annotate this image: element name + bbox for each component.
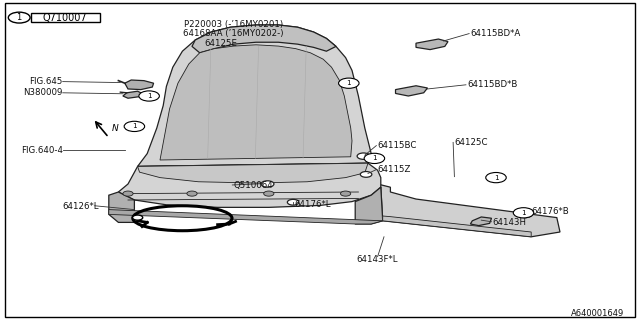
Polygon shape xyxy=(355,187,383,224)
Polygon shape xyxy=(123,91,142,98)
Polygon shape xyxy=(160,45,352,160)
Text: 64168AA (’16MY0202-): 64168AA (’16MY0202-) xyxy=(183,29,284,38)
Circle shape xyxy=(486,172,506,183)
Text: 64126*L: 64126*L xyxy=(63,202,99,211)
Text: 64115BD*A: 64115BD*A xyxy=(470,29,521,38)
Text: 64115BD*B: 64115BD*B xyxy=(467,80,518,89)
Text: FIG.645: FIG.645 xyxy=(29,77,63,86)
Circle shape xyxy=(339,78,359,88)
Text: 64176*B: 64176*B xyxy=(531,207,569,216)
Text: P220003 (-’16MY0201): P220003 (-’16MY0201) xyxy=(184,20,283,28)
Polygon shape xyxy=(118,163,381,207)
Polygon shape xyxy=(138,163,368,183)
Text: 64115Z: 64115Z xyxy=(378,165,411,174)
Circle shape xyxy=(357,153,370,159)
Polygon shape xyxy=(109,210,383,224)
Circle shape xyxy=(360,172,372,177)
Polygon shape xyxy=(339,182,560,237)
Text: N380009: N380009 xyxy=(23,88,63,97)
Text: 1: 1 xyxy=(521,210,526,216)
Polygon shape xyxy=(383,216,531,237)
Text: 1: 1 xyxy=(147,93,152,99)
Circle shape xyxy=(124,121,145,132)
Circle shape xyxy=(364,153,385,164)
Polygon shape xyxy=(416,39,448,50)
Circle shape xyxy=(340,191,351,196)
Polygon shape xyxy=(470,217,492,226)
Text: 64143F*L: 64143F*L xyxy=(357,255,398,264)
Circle shape xyxy=(264,191,274,196)
Polygon shape xyxy=(138,25,371,166)
Text: A640001649: A640001649 xyxy=(571,309,624,318)
FancyBboxPatch shape xyxy=(31,13,100,22)
Polygon shape xyxy=(396,86,428,96)
Circle shape xyxy=(261,181,274,187)
Circle shape xyxy=(513,208,534,218)
Text: 64115BC: 64115BC xyxy=(378,141,417,150)
Polygon shape xyxy=(192,25,336,53)
Text: 64125C: 64125C xyxy=(454,138,488,147)
Text: 1: 1 xyxy=(493,175,499,180)
Text: 64176*L: 64176*L xyxy=(294,200,331,209)
Text: 1: 1 xyxy=(17,13,22,22)
Circle shape xyxy=(132,215,143,220)
Text: 1: 1 xyxy=(132,124,137,129)
Text: 64125E: 64125E xyxy=(204,39,237,48)
Circle shape xyxy=(187,191,197,196)
Text: 1: 1 xyxy=(372,156,377,161)
Circle shape xyxy=(517,210,532,218)
Polygon shape xyxy=(125,80,154,90)
Text: Q510064: Q510064 xyxy=(234,181,273,190)
Text: N: N xyxy=(112,124,119,133)
Circle shape xyxy=(139,91,159,101)
Text: Q710007: Q710007 xyxy=(43,13,88,23)
Text: 64143H: 64143H xyxy=(493,218,527,227)
Text: FIG.640-4: FIG.640-4 xyxy=(20,146,63,155)
Polygon shape xyxy=(109,192,134,222)
Text: 1: 1 xyxy=(346,80,351,86)
Circle shape xyxy=(123,191,133,196)
Circle shape xyxy=(287,199,299,205)
